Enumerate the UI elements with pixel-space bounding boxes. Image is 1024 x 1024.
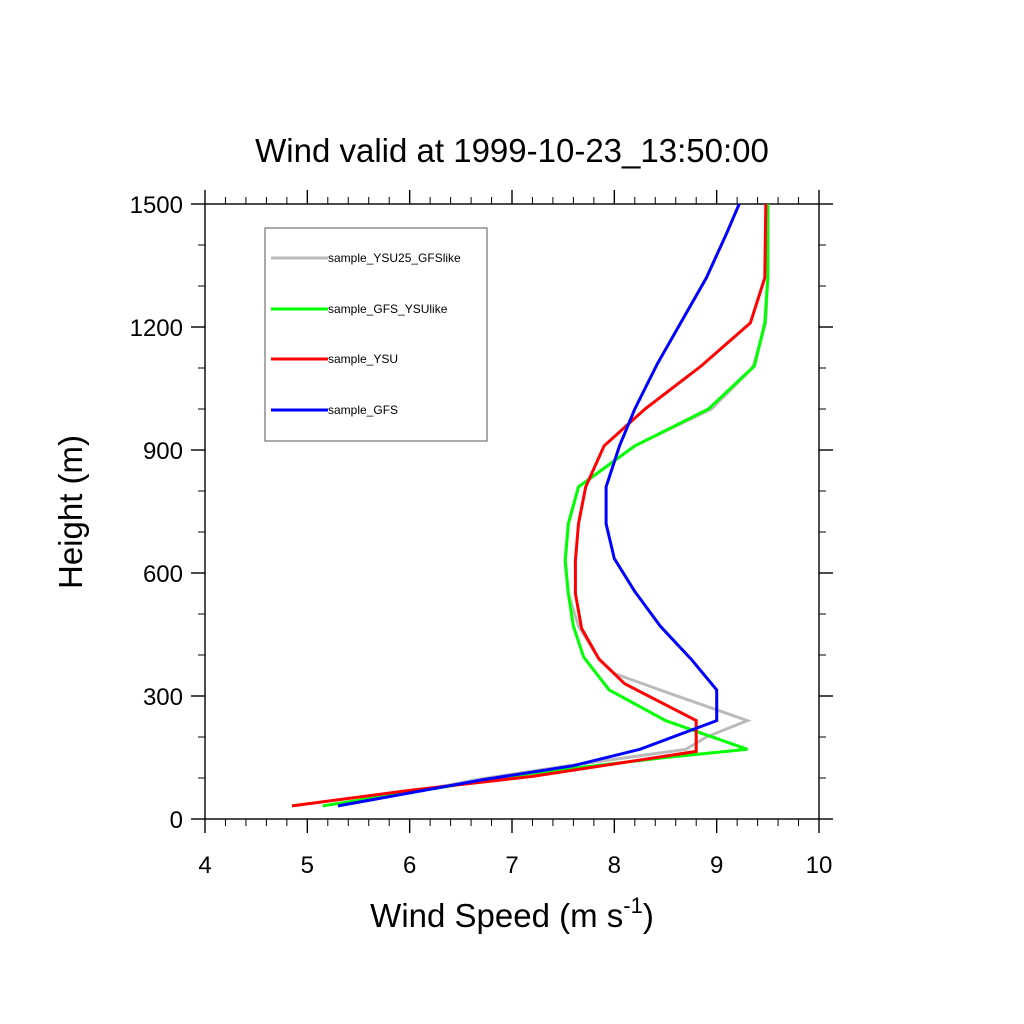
x-tick-label: 5	[301, 852, 314, 879]
series-line-sample_YSU	[291, 203, 768, 808]
y-tick-labels: 0 300 600 900 1200 1500	[130, 192, 183, 834]
series-lines	[291, 203, 770, 808]
y-tick-label: 600	[143, 561, 183, 588]
legend-label: sample_YSU	[328, 352, 398, 366]
minor-ticks	[198, 197, 826, 826]
y-tick-label: 1200	[130, 315, 183, 342]
legend-items: sample_YSU25_GFSlike sample_GFS_YSUlikesa…	[271, 251, 461, 417]
x-tick-labels: 4 5 6 7 8 9 10	[198, 852, 832, 879]
legend-box	[264, 227, 488, 442]
x-tick-label: 7	[505, 852, 518, 879]
y-tick-label: 1500	[130, 192, 183, 219]
x-tick-label: 6	[403, 852, 416, 879]
x-axis-label-main: Wind Speed (m s	[370, 897, 623, 934]
legend-label: sample_GFS_YSUlike	[328, 302, 448, 316]
y-tick-label: 0	[170, 807, 183, 834]
chart-title: Wind valid at 1999-10-23_13:50:00	[255, 132, 769, 169]
y-tick-label: 900	[143, 438, 183, 465]
x-tick-label: 4	[198, 852, 211, 879]
y-tick-label: 300	[143, 684, 183, 711]
x-axis-label-superscript: -1	[623, 893, 643, 918]
x-axis-label: Wind Speed (m s-1)	[370, 893, 654, 934]
y-axis-label: Height (m)	[52, 435, 89, 589]
legend-label: sample_GFS	[328, 403, 398, 417]
legend-label: sample_YSU25_GFSlike	[328, 251, 461, 265]
x-tick-label: 8	[608, 852, 621, 879]
series-line-sample_GFS	[337, 203, 741, 808]
major-ticks	[191, 190, 833, 833]
x-tick-label: 9	[710, 852, 723, 879]
x-tick-label: 10	[806, 852, 833, 879]
legend: sample_YSU25_GFSlike sample_GFS_YSUlikesa…	[264, 227, 488, 442]
x-axis-label-tail: )	[643, 897, 654, 934]
